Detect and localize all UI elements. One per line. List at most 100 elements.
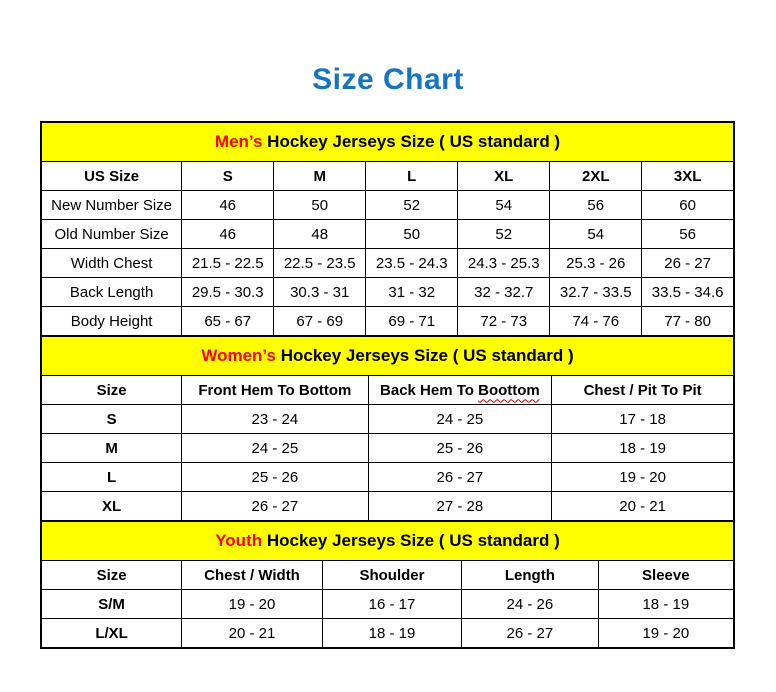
size-value: 46 xyxy=(181,219,275,249)
table-row: Width Chest 21.5 - 22.5 22.5 - 23.5 23.5 - … xyxy=(40,248,735,278)
size-value: 46 xyxy=(181,190,275,220)
row-label: L/XL xyxy=(40,618,183,649)
mens-section-header: Men’s Hockey Jerseys Size ( US standard … xyxy=(40,121,735,162)
column-header-chest-pit-to-pit: Chest / Pit To Pit xyxy=(551,375,735,405)
size-value: 24 - 26 xyxy=(461,589,599,619)
size-value: 72 - 73 xyxy=(457,306,551,337)
womens-column-header-row: Size Front Hem To Bottom Back Hem To Boott… xyxy=(40,375,735,405)
size-tables: Men’s Hockey Jerseys Size ( US standard … xyxy=(40,121,735,649)
womens-section-header: Women’s Hockey Jerseys Size ( US standar… xyxy=(40,335,735,376)
size-value: 19 - 20 xyxy=(597,618,735,649)
mens-section-header-row: Men’s Hockey Jerseys Size ( US standard … xyxy=(40,121,735,162)
section-highlight: Youth xyxy=(215,531,263,550)
size-value: 67 - 69 xyxy=(273,306,367,337)
table-row: L/XL 20 - 21 18 - 19 26 - 27 19 - 20 xyxy=(40,618,735,649)
column-header-3xl: 3XL xyxy=(641,161,735,191)
table-row: M 24 - 25 25 - 26 18 - 19 xyxy=(40,433,735,463)
row-label: S/M xyxy=(40,589,183,619)
size-value: 77 - 80 xyxy=(641,306,735,337)
size-value: 17 - 18 xyxy=(551,404,735,434)
row-label: Back Length xyxy=(40,277,183,307)
row-label: S xyxy=(40,404,183,434)
size-value: 22.5 - 23.5 xyxy=(273,248,367,278)
column-header-back-hem-to-boottom: Back Hem To Boottom xyxy=(367,375,553,405)
section-highlight: Women’s xyxy=(201,346,276,365)
column-header-chest-width: Chest / Width xyxy=(181,560,323,590)
column-header-size: Size xyxy=(40,375,183,405)
table-row: Old Number Size 46 48 50 52 54 56 xyxy=(40,219,735,249)
size-value: 23 - 24 xyxy=(181,404,369,434)
row-label: XL xyxy=(40,491,183,522)
misspelled-word: Boottom xyxy=(478,381,540,399)
size-value: 18 - 19 xyxy=(597,589,735,619)
size-value: 50 xyxy=(365,219,459,249)
row-label: M xyxy=(40,433,183,463)
youth-section-header-row: Youth Hockey Jerseys Size ( US standard … xyxy=(40,520,735,561)
row-label: L xyxy=(40,462,183,492)
womens-section-header-row: Women’s Hockey Jerseys Size ( US standar… xyxy=(40,335,735,376)
section-title-rest: Hockey Jerseys Size ( US standard ) xyxy=(262,132,561,151)
size-value: 30.3 - 31 xyxy=(273,277,367,307)
size-value: 21.5 - 22.5 xyxy=(181,248,275,278)
size-value: 32 - 32.7 xyxy=(457,277,551,307)
size-value: 20 - 21 xyxy=(551,491,735,522)
size-value: 65 - 67 xyxy=(181,306,275,337)
size-value: 25 - 26 xyxy=(181,462,369,492)
row-label: Body Height xyxy=(40,306,183,337)
size-value: 52 xyxy=(365,190,459,220)
table-row: S 23 - 24 24 - 25 17 - 18 xyxy=(40,404,735,434)
size-value: 54 xyxy=(549,219,643,249)
youth-size-table: Youth Hockey Jerseys Size ( US standard … xyxy=(40,520,735,649)
column-header-length: Length xyxy=(461,560,599,590)
size-value: 48 xyxy=(273,219,367,249)
youth-column-header-row: Size Chest / Width Shoulder Length Sleeve xyxy=(40,560,735,590)
size-value: 25 - 26 xyxy=(367,433,553,463)
column-header-front-hem-to-bottom: Front Hem To Bottom xyxy=(181,375,369,405)
size-value: 26 - 27 xyxy=(367,462,553,492)
table-row: Back Length 29.5 - 30.3 30.3 - 31 31 - 32 32… xyxy=(40,277,735,307)
section-highlight: Men’s xyxy=(214,132,263,151)
size-value: 25.3 - 26 xyxy=(549,248,643,278)
size-value: 19 - 20 xyxy=(551,462,735,492)
size-value: 26 - 27 xyxy=(641,248,735,278)
table-row: XL 26 - 27 27 - 28 20 - 21 xyxy=(40,491,735,522)
column-header-size: Size xyxy=(40,560,183,590)
size-value: 32.7 - 33.5 xyxy=(549,277,643,307)
page-title: Size Chart xyxy=(312,63,464,96)
table-row: Body Height 65 - 67 67 - 69 69 - 71 72 - 73 7… xyxy=(40,306,735,337)
column-header-m: M xyxy=(273,161,367,191)
womens-size-table: Women’s Hockey Jerseys Size ( US standar… xyxy=(40,335,735,522)
size-value: 19 - 20 xyxy=(181,589,323,619)
size-value: 56 xyxy=(549,190,643,220)
size-value: 26 - 27 xyxy=(461,618,599,649)
size-value: 24 - 25 xyxy=(367,404,553,434)
youth-section-header: Youth Hockey Jerseys Size ( US standard … xyxy=(40,520,735,561)
table-row: New Number Size 46 50 52 54 56 60 xyxy=(40,190,735,220)
size-value: 18 - 19 xyxy=(551,433,735,463)
size-value: 60 xyxy=(641,190,735,220)
column-header-xl: XL xyxy=(457,161,551,191)
size-value: 52 xyxy=(457,219,551,249)
mens-size-table: Men’s Hockey Jerseys Size ( US standard … xyxy=(40,121,735,337)
table-row: S/M 19 - 20 16 - 17 24 - 26 18 - 19 xyxy=(40,589,735,619)
size-value: 27 - 28 xyxy=(367,491,553,522)
size-value: 74 - 76 xyxy=(549,306,643,337)
table-row: L 25 - 26 26 - 27 19 - 20 xyxy=(40,462,735,492)
size-value: 29.5 - 30.3 xyxy=(181,277,275,307)
size-value: 31 - 32 xyxy=(365,277,459,307)
row-label: New Number Size xyxy=(40,190,183,220)
size-value: 24 - 25 xyxy=(181,433,369,463)
column-header-sleeve: Sleeve xyxy=(597,560,735,590)
size-value: 26 - 27 xyxy=(181,491,369,522)
size-value: 69 - 71 xyxy=(365,306,459,337)
column-header-s: S xyxy=(181,161,275,191)
row-label: Old Number Size xyxy=(40,219,183,249)
size-value: 23.5 - 24.3 xyxy=(365,248,459,278)
column-header-l: L xyxy=(365,161,459,191)
size-value: 24.3 - 25.3 xyxy=(457,248,551,278)
size-value: 56 xyxy=(641,219,735,249)
size-value: 16 - 17 xyxy=(321,589,463,619)
row-label: Width Chest xyxy=(40,248,183,278)
column-header-text: Back Hem To xyxy=(380,381,479,399)
